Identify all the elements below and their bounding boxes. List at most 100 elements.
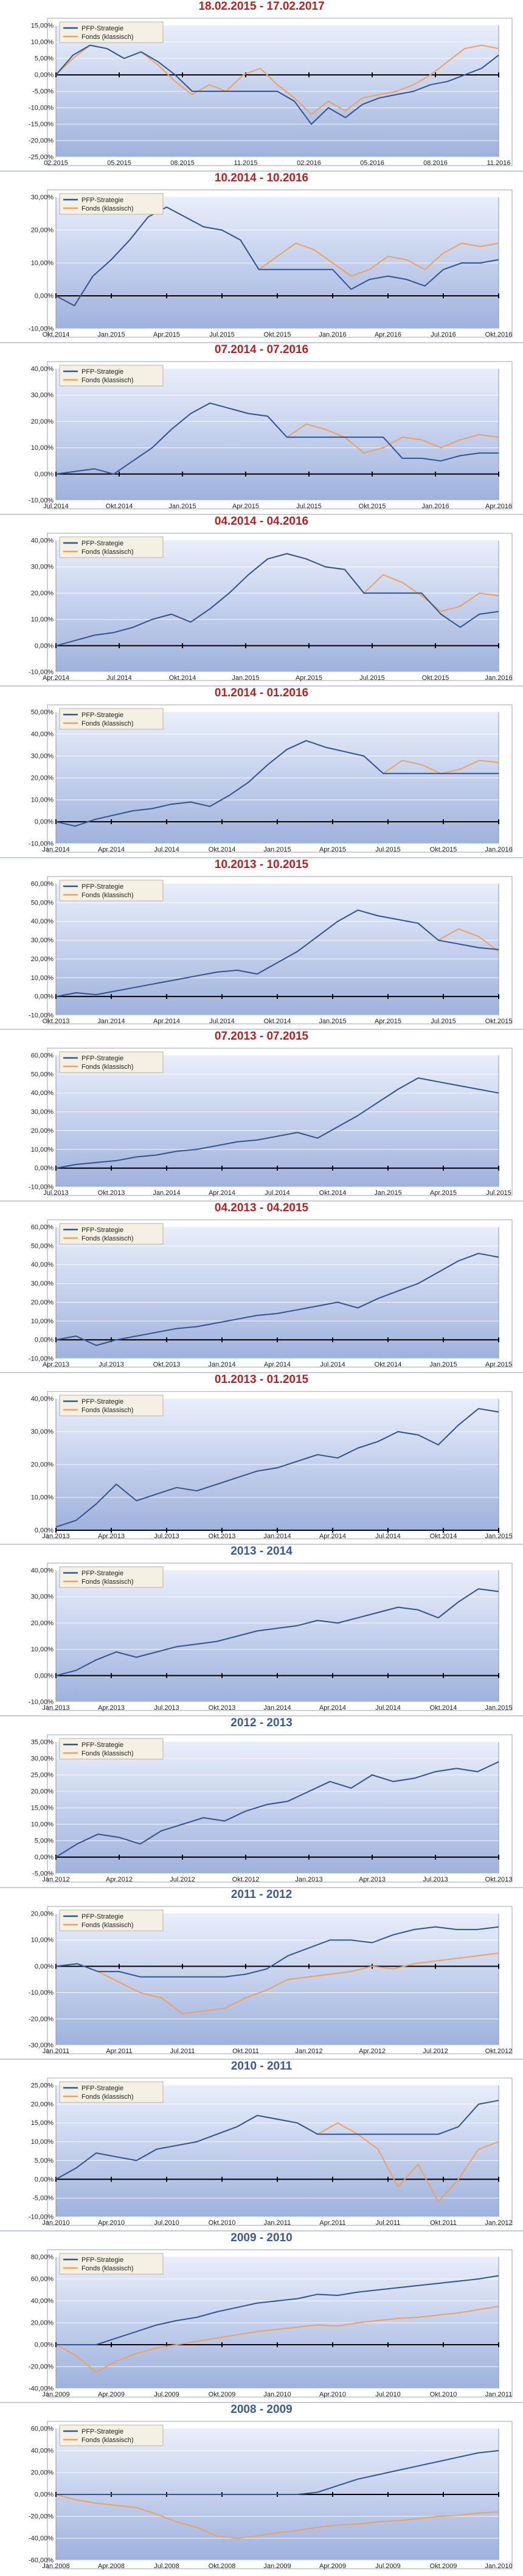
- legend-box: [59, 1909, 164, 1931]
- x-tick-label: Apr.2015: [319, 846, 346, 853]
- series-line: [55, 909, 499, 998]
- legend-label: Fonds (klassisch): [81, 2437, 134, 2444]
- x-tick-label: Jan.2014: [263, 1533, 291, 1540]
- chart-title: 04.2013 - 04.2015: [214, 1202, 309, 1214]
- x-tick-label: Jan.2009: [42, 2391, 69, 2398]
- plot-area: [55, 883, 499, 1016]
- series-line: [55, 206, 499, 307]
- section-divider: [0, 1029, 523, 1030]
- section-divider: [0, 1544, 523, 1545]
- legend-label: PFP-Strategie: [81, 1398, 123, 1405]
- x-tick-label: Okt.2014: [43, 331, 70, 338]
- y-tick-label: -5,00%: [32, 2195, 54, 2202]
- x-tick-label: Apr.2012: [359, 2048, 386, 2055]
- y-tick-label: 25,00%: [31, 2082, 54, 2090]
- y-tick-label: 0,00%: [35, 1165, 54, 1172]
- y-tick-label: 5,00%: [35, 1838, 54, 1845]
- y-tick-label: 60,00%: [31, 1224, 54, 1231]
- line-chart: -25,00% -20,00% -15,00% -10,00% -5,00% 0,00% 5…: [29, 18, 513, 167]
- line-chart: -10,00% 0,00% 10,00% 20,00% 30,00% 40,00% 50,0…: [29, 1048, 513, 1197]
- y-tick-label: 0,00%: [35, 293, 54, 300]
- x-tick-label: Apr.2016: [485, 503, 512, 510]
- line-chart: -10,00% 0,00% 10,00% 20,00% 30,00% 40,00% Jul.…: [29, 361, 513, 510]
- x-tick-label: Jan.2014: [97, 1018, 125, 1025]
- x-tick-label: Okt.2014: [209, 846, 236, 853]
- series-line: [56, 2450, 499, 2495]
- y-tick-label: -10,00%: [29, 669, 54, 676]
- y-tick-label: -20,00%: [29, 2513, 54, 2521]
- chart-title: 2009 - 2010: [230, 2231, 293, 2244]
- x-tick-label: Jan.2014: [42, 846, 69, 853]
- x-tick-label: Jul.2013: [43, 1189, 69, 1197]
- x-tick-label: Okt.2009: [430, 2563, 457, 2570]
- x-tick-label: Jan.2011: [43, 2048, 69, 2055]
- legend-label: Fonds (klassisch): [81, 1235, 134, 1242]
- y-tick-label: 0,00%: [35, 1963, 54, 1970]
- plot-area: [55, 1055, 499, 1188]
- x-tick-label: Jan.2015: [232, 674, 259, 682]
- x-tick-label: Okt.2009: [209, 2391, 236, 2398]
- plot-area: [55, 1570, 499, 1703]
- y-tick-label: 40,00%: [31, 1396, 54, 1403]
- section-divider: [0, 857, 523, 858]
- chart-title: 2010 - 2011: [230, 2060, 293, 2073]
- line-chart: -10,00% 0,00% 10,00% 20,00% 30,00% 40,00% 50,0…: [29, 1219, 513, 1368]
- legend-box: [59, 2253, 164, 2275]
- y-tick-label: 10,00%: [31, 1318, 54, 1325]
- legend-label: PFP-Strategie: [81, 1055, 123, 1062]
- series-line: [56, 2275, 499, 2345]
- y-tick-label: 30,00%: [31, 753, 54, 760]
- y-tick-label: -60,00%: [29, 2557, 54, 2564]
- legend-box: [59, 1738, 164, 1760]
- x-tick-label: Jul.2008: [154, 2563, 179, 2570]
- x-tick-label: Apr.2015: [232, 503, 259, 510]
- y-tick-label: 30,00%: [31, 1108, 54, 1116]
- x-tick-label: Jan.2011: [485, 2391, 512, 2398]
- y-tick-label: -5,00%: [32, 88, 54, 96]
- y-tick-label: 15,00%: [31, 23, 54, 30]
- legend-label: PFP-Strategie: [81, 883, 123, 891]
- x-tick-label: Apr.2010: [319, 2391, 346, 2398]
- y-tick-label: -25,00%: [29, 154, 54, 161]
- y-tick-label: 30,00%: [31, 564, 54, 571]
- y-tick-label: 40,00%: [31, 731, 54, 738]
- y-tick-label: -40,00%: [29, 2385, 54, 2393]
- legend-label: Fonds (klassisch): [81, 1407, 134, 1414]
- y-tick-label: 20,00%: [31, 1461, 54, 1469]
- chart-section: 2008 - 2009 -60,00% -40,00% -20,00% 0,00% 20,…: [0, 2403, 523, 2575]
- legend-label: Fonds (klassisch): [81, 1578, 134, 1586]
- y-tick-label: 20,00%: [31, 590, 54, 597]
- legend-label: PFP-Strategie: [81, 712, 123, 719]
- y-tick-label: 10,00%: [31, 260, 54, 267]
- line-chart: -10,00% 0,00% 10,00% 20,00% 30,00% Okt.2014 Ja…: [29, 189, 513, 338]
- y-tick-label: -20,00%: [29, 2364, 54, 2371]
- x-tick-label: Apr.2015: [296, 674, 322, 682]
- y-tick-label: 20,00%: [31, 1299, 54, 1306]
- x-tick-label: Okt.2014: [106, 503, 133, 510]
- section-divider: [0, 2402, 523, 2403]
- y-tick-label: 0,00%: [35, 2176, 54, 2183]
- line-chart: -10,00% -5,00% 0,00% 5,00% 10,00% 15,00% 20,00…: [29, 2077, 513, 2227]
- x-tick-label: Apr.2015: [485, 1361, 512, 1368]
- x-tick-label: Okt.2010: [209, 2219, 236, 2227]
- x-tick-label: Jan.2015: [485, 1533, 512, 1540]
- y-tick-label: 60,00%: [31, 2426, 54, 2433]
- x-tick-label: 08.2016: [423, 159, 448, 167]
- x-tick-label: Jan.2016: [421, 503, 449, 510]
- x-tick-label: Apr.2014: [209, 1189, 235, 1197]
- plot-area: [55, 368, 499, 501]
- legend-label: Fonds (klassisch): [81, 548, 134, 556]
- x-tick-label: Jul.2015: [375, 846, 401, 853]
- y-tick-label: 10,00%: [31, 616, 54, 623]
- y-tick-label: 10,00%: [31, 444, 54, 452]
- legend-label: PFP-Strategie: [81, 25, 123, 32]
- y-tick-label: 40,00%: [31, 1090, 54, 1097]
- y-tick-label: 0,00%: [35, 1672, 54, 1679]
